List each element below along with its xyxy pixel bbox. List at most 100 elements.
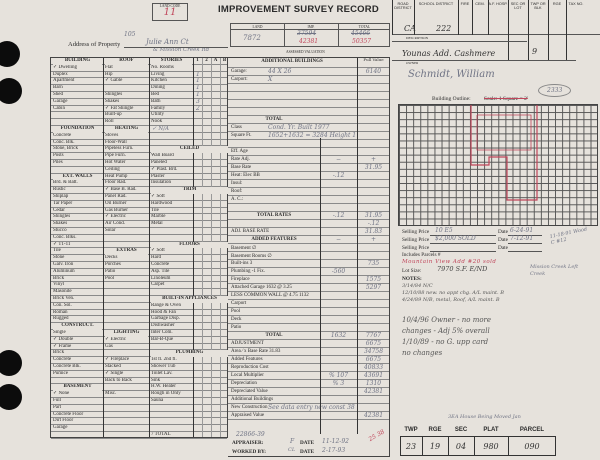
checklist-item[interactable]: Sink bbox=[151, 377, 161, 383]
checklist-item[interactable]: Hot Water bbox=[105, 160, 126, 165]
checklist-item[interactable]: Cabin bbox=[53, 105, 65, 111]
checklist-item[interactable]: Hood & Fan bbox=[151, 309, 176, 315]
checklist-item[interactable]: Stacked bbox=[105, 364, 121, 369]
checklist-item[interactable]: Concrete bbox=[53, 357, 72, 363]
checklist-item[interactable]: Concrete bbox=[151, 262, 170, 267]
checklist-item[interactable]: Hardwood bbox=[151, 200, 173, 206]
checklist-item[interactable]: Bed bbox=[151, 92, 160, 97]
checklist-item[interactable]: Asp. Tile bbox=[151, 268, 170, 274]
checklist-item[interactable]: ✓ Fireplace bbox=[105, 357, 130, 363]
checklist-item[interactable]: Rough in Only bbox=[151, 391, 181, 397]
checklist-item[interactable]: Shower Tub bbox=[151, 364, 176, 369]
checklist-item[interactable]: Oil Burner bbox=[105, 200, 127, 206]
checklist-item[interactable]: Hard bbox=[151, 255, 161, 261]
checklist-item[interactable]: Shakes bbox=[53, 221, 68, 227]
checklist-item[interactable]: Concrete Floor bbox=[53, 411, 84, 417]
checklist-item[interactable]: Concrete Blk. bbox=[53, 364, 81, 369]
checklist-item[interactable]: Dining bbox=[151, 85, 165, 91]
checklist-item[interactable]: Brick bbox=[53, 275, 65, 281]
checklist-item[interactable]: Heat Pump bbox=[105, 173, 128, 179]
checklist-item[interactable]: ✓ Electric bbox=[105, 336, 126, 342]
checklist-item[interactable]: Gas bbox=[105, 343, 113, 349]
checklist-item[interactable]: Air Cond. bbox=[105, 221, 125, 227]
checklist-item[interactable]: Brick bbox=[53, 350, 65, 356]
checklist-item[interactable]: ✓ Base B. Rad. bbox=[105, 187, 137, 193]
checklist-item[interactable]: Roman bbox=[53, 309, 68, 315]
checklist-item[interactable]: Patio bbox=[105, 268, 116, 274]
checklist-item[interactable]: ✓ Frame bbox=[53, 343, 72, 349]
checklist-item[interactable]: Paneled bbox=[151, 160, 167, 165]
checklist-item[interactable]: Inter Com. bbox=[151, 330, 173, 335]
checklist-item[interactable]: Bar-B-Que bbox=[151, 336, 174, 342]
checklist-item[interactable]: Shiplap bbox=[53, 194, 69, 199]
checklist-item[interactable]: Ceiling bbox=[105, 166, 120, 172]
checklist-item[interactable]: ✓ Dwelling bbox=[53, 64, 78, 70]
checklist-item[interactable]: Carpet bbox=[151, 282, 165, 288]
checklist-item[interactable]: 7 TOTAL bbox=[151, 432, 171, 437]
checklist-item[interactable]: Pipe Furn. bbox=[105, 153, 126, 159]
checklist-item[interactable]: Plaster bbox=[151, 173, 165, 179]
checklist-item[interactable]: Floor-Wall bbox=[105, 139, 127, 145]
checklist-item[interactable]: H.W. Heater bbox=[151, 384, 176, 390]
checklist-item[interactable]: Panel Rad. bbox=[105, 194, 127, 199]
checklist-item[interactable]: Concrete bbox=[53, 132, 72, 138]
checklist-item[interactable]: Rustic bbox=[53, 187, 66, 193]
checklist-item[interactable]: Gas Burner bbox=[105, 207, 128, 213]
checklist-item[interactable]: Conc. Blk. bbox=[53, 139, 75, 145]
checklist-item[interactable]: Apartment bbox=[53, 78, 75, 84]
checklist-item[interactable]: Insulation bbox=[151, 180, 171, 186]
checklist-item[interactable]: Shingles bbox=[53, 214, 71, 220]
checklist-item[interactable]: Family bbox=[151, 105, 166, 111]
checklist-item[interactable]: Full bbox=[53, 398, 62, 403]
checklist-item[interactable]: Tar Paper bbox=[53, 200, 73, 206]
checklist-item[interactable]: Con. Sol. bbox=[53, 302, 72, 308]
checklist-item[interactable]: Toilet Lav. bbox=[151, 370, 173, 376]
checklist-item[interactable]: Solar bbox=[105, 228, 116, 233]
checklist-item[interactable]: Bath bbox=[151, 98, 161, 104]
checklist-item[interactable]: Sauna bbox=[151, 398, 164, 403]
checklist-item[interactable]: Tile bbox=[53, 248, 61, 254]
checklist-item[interactable]: Shed bbox=[53, 92, 63, 97]
checklist-item[interactable]: Dishwasher bbox=[151, 323, 175, 329]
checklist-item[interactable]: Stone bbox=[53, 255, 65, 261]
checklist-item[interactable]: Decks bbox=[105, 255, 118, 261]
checklist-item[interactable]: Wall Board bbox=[151, 153, 174, 159]
checklist-item[interactable]: Hip bbox=[105, 71, 113, 77]
checklist-item[interactable]: ✓ Double bbox=[53, 336, 74, 342]
checklist-item[interactable]: Metal bbox=[151, 221, 163, 227]
checklist-item[interactable]: Galv. Iron bbox=[53, 262, 74, 267]
checklist-item[interactable]: ✓ Soft bbox=[151, 248, 165, 254]
checklist-item[interactable]: Dirt Floor bbox=[53, 418, 74, 424]
checklist-item[interactable]: ✓ Fat Shingle bbox=[105, 105, 134, 111]
checklist-item[interactable]: Built-up bbox=[105, 112, 122, 118]
checklist-item[interactable]: Cedar bbox=[53, 207, 65, 213]
checklist-item[interactable]: Brd. & Batt. bbox=[53, 180, 78, 186]
checklist-item[interactable]: Masonite bbox=[53, 289, 72, 295]
checklist-item[interactable]: Part bbox=[53, 404, 62, 410]
checklist-item[interactable]: Piles bbox=[53, 160, 63, 165]
checklist-item[interactable]: Utility bbox=[151, 112, 165, 118]
checklist-item[interactable]: Garage bbox=[53, 98, 68, 104]
checklist-item[interactable]: Pipeless Furn. bbox=[105, 146, 134, 152]
checklist-item[interactable]: Aluminum bbox=[53, 268, 75, 274]
checklist-item[interactable]: Shingles bbox=[105, 92, 123, 97]
checklist-item[interactable]: Tile bbox=[151, 207, 159, 213]
checklist-item[interactable]: Back to Back bbox=[105, 377, 132, 383]
checklist-item[interactable]: Linoleum bbox=[151, 275, 171, 281]
checklist-item[interactable]: ✓ None bbox=[53, 391, 70, 397]
checklist-item[interactable]: Brick Ven. bbox=[53, 296, 75, 301]
checklist-item[interactable]: Living bbox=[151, 71, 165, 77]
checklist-item[interactable]: ✓ Single bbox=[105, 370, 124, 376]
checklist-item[interactable]: Duplex bbox=[53, 71, 68, 77]
checklist-item[interactable]: Porches bbox=[105, 262, 121, 267]
checklist-item[interactable]: ✓ Plast. Brd. bbox=[151, 166, 178, 172]
checklist-item[interactable]: Pumice bbox=[53, 370, 68, 376]
checklist-item[interactable]: Conc. Blks. bbox=[53, 234, 77, 240]
checklist-item[interactable]: Kitchen bbox=[151, 78, 167, 84]
checklist-item[interactable]: Nook bbox=[151, 119, 163, 125]
checklist-item[interactable]: Stoves bbox=[105, 132, 119, 138]
checklist-item[interactable]: Stucco bbox=[53, 228, 67, 233]
checklist-item[interactable]: Rugged bbox=[53, 316, 69, 322]
checklist-item[interactable]: 1st fl. 2nd fl. bbox=[151, 357, 177, 363]
checklist-item[interactable]: Vinyl bbox=[53, 282, 65, 288]
